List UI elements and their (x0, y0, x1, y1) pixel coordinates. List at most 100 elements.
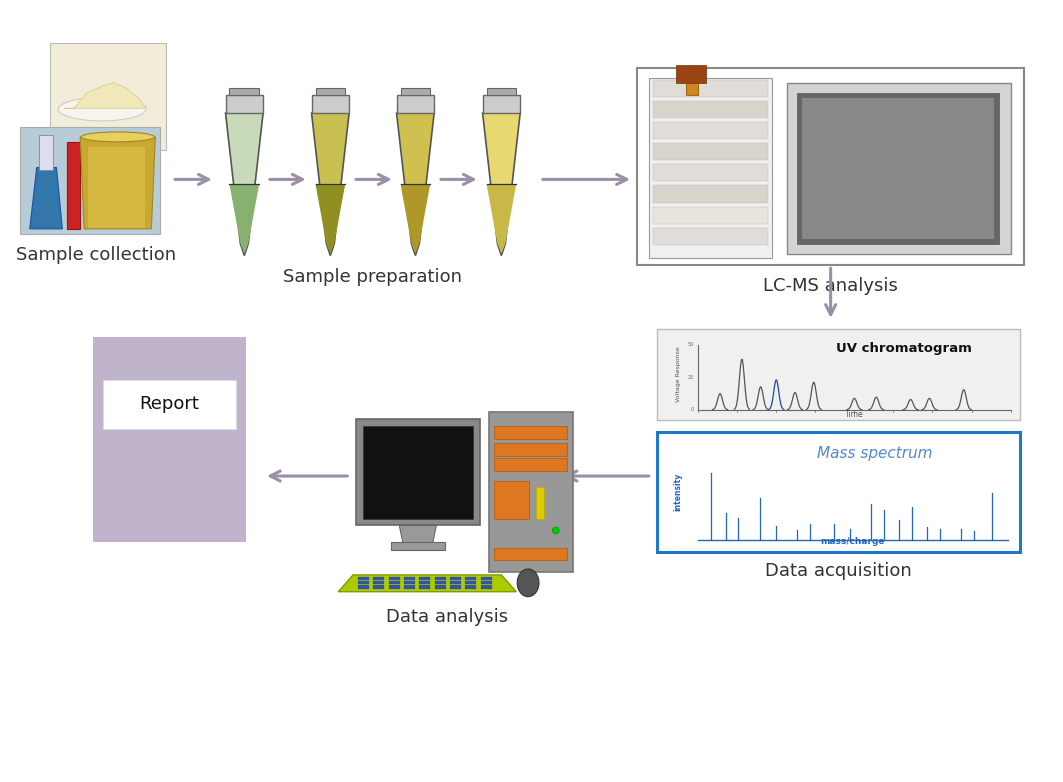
FancyBboxPatch shape (225, 95, 264, 113)
FancyBboxPatch shape (466, 586, 476, 589)
FancyBboxPatch shape (362, 425, 473, 518)
FancyBboxPatch shape (657, 432, 1020, 552)
Text: UV chromatogram: UV chromatogram (837, 343, 972, 355)
Polygon shape (30, 167, 63, 229)
FancyBboxPatch shape (494, 481, 529, 518)
FancyBboxPatch shape (401, 88, 431, 95)
FancyBboxPatch shape (653, 143, 769, 160)
Ellipse shape (58, 98, 146, 121)
Text: 25: 25 (688, 375, 694, 379)
FancyBboxPatch shape (435, 586, 445, 589)
FancyBboxPatch shape (687, 66, 698, 95)
FancyBboxPatch shape (373, 577, 384, 580)
FancyBboxPatch shape (637, 68, 1025, 265)
Ellipse shape (518, 569, 539, 597)
FancyBboxPatch shape (653, 164, 769, 181)
Ellipse shape (81, 132, 154, 142)
Text: 0: 0 (691, 407, 694, 412)
FancyBboxPatch shape (435, 577, 445, 580)
Polygon shape (483, 113, 520, 256)
FancyBboxPatch shape (450, 581, 461, 584)
FancyBboxPatch shape (373, 581, 384, 584)
Polygon shape (396, 113, 434, 256)
Polygon shape (316, 185, 345, 253)
FancyBboxPatch shape (466, 577, 476, 580)
FancyBboxPatch shape (653, 206, 769, 224)
Polygon shape (65, 83, 147, 108)
FancyBboxPatch shape (480, 586, 491, 589)
Text: Data acquisition: Data acquisition (765, 562, 912, 580)
FancyBboxPatch shape (653, 101, 769, 118)
FancyBboxPatch shape (450, 577, 461, 580)
Text: Time: Time (845, 411, 863, 419)
FancyBboxPatch shape (657, 328, 1020, 420)
Polygon shape (311, 113, 349, 256)
FancyBboxPatch shape (653, 122, 769, 139)
FancyBboxPatch shape (389, 577, 400, 580)
FancyBboxPatch shape (466, 581, 476, 584)
FancyBboxPatch shape (94, 336, 247, 542)
FancyBboxPatch shape (419, 581, 431, 584)
Text: Report: Report (139, 396, 200, 414)
FancyBboxPatch shape (316, 88, 345, 95)
Polygon shape (225, 113, 264, 256)
Polygon shape (400, 526, 437, 543)
FancyBboxPatch shape (536, 487, 544, 518)
Text: intensity: intensity (674, 473, 682, 511)
FancyBboxPatch shape (494, 425, 567, 439)
FancyBboxPatch shape (480, 581, 491, 584)
FancyBboxPatch shape (802, 99, 994, 239)
FancyBboxPatch shape (404, 586, 415, 589)
Text: Data analysis: Data analysis (386, 608, 508, 626)
FancyBboxPatch shape (494, 443, 567, 456)
FancyBboxPatch shape (676, 65, 706, 83)
Text: 50: 50 (688, 342, 694, 347)
FancyBboxPatch shape (389, 581, 400, 584)
Polygon shape (338, 575, 517, 592)
FancyBboxPatch shape (373, 586, 384, 589)
FancyBboxPatch shape (489, 412, 573, 572)
FancyBboxPatch shape (67, 142, 80, 229)
Text: Voltage Response: Voltage Response (676, 346, 681, 402)
Text: Mass spectrum: Mass spectrum (817, 446, 932, 461)
FancyBboxPatch shape (450, 586, 461, 589)
FancyBboxPatch shape (419, 586, 431, 589)
FancyBboxPatch shape (483, 95, 520, 113)
FancyBboxPatch shape (390, 542, 445, 551)
Polygon shape (487, 185, 517, 253)
FancyBboxPatch shape (435, 581, 445, 584)
Text: Sample preparation: Sample preparation (284, 268, 462, 286)
FancyBboxPatch shape (358, 586, 369, 589)
Text: Sample collection: Sample collection (16, 246, 176, 264)
FancyBboxPatch shape (653, 228, 769, 245)
Polygon shape (80, 137, 155, 229)
FancyBboxPatch shape (797, 93, 999, 244)
Polygon shape (230, 185, 259, 253)
FancyBboxPatch shape (38, 135, 53, 170)
FancyBboxPatch shape (494, 548, 567, 560)
FancyBboxPatch shape (648, 77, 773, 257)
FancyBboxPatch shape (653, 185, 769, 203)
FancyBboxPatch shape (358, 577, 369, 580)
FancyBboxPatch shape (20, 127, 161, 234)
Ellipse shape (553, 527, 559, 534)
Text: mass/charge: mass/charge (821, 537, 885, 547)
FancyBboxPatch shape (487, 88, 517, 95)
FancyBboxPatch shape (404, 581, 415, 584)
FancyBboxPatch shape (494, 458, 567, 471)
FancyBboxPatch shape (480, 577, 491, 580)
FancyBboxPatch shape (230, 88, 259, 95)
FancyBboxPatch shape (787, 84, 1011, 253)
FancyBboxPatch shape (389, 586, 400, 589)
FancyBboxPatch shape (419, 577, 431, 580)
Text: LC-MS analysis: LC-MS analysis (763, 278, 898, 296)
FancyBboxPatch shape (88, 147, 146, 228)
FancyBboxPatch shape (404, 577, 415, 580)
FancyBboxPatch shape (653, 80, 769, 97)
FancyBboxPatch shape (103, 380, 236, 429)
FancyBboxPatch shape (396, 95, 434, 113)
FancyBboxPatch shape (311, 95, 349, 113)
Polygon shape (401, 185, 431, 253)
FancyBboxPatch shape (358, 581, 369, 584)
FancyBboxPatch shape (356, 418, 479, 526)
